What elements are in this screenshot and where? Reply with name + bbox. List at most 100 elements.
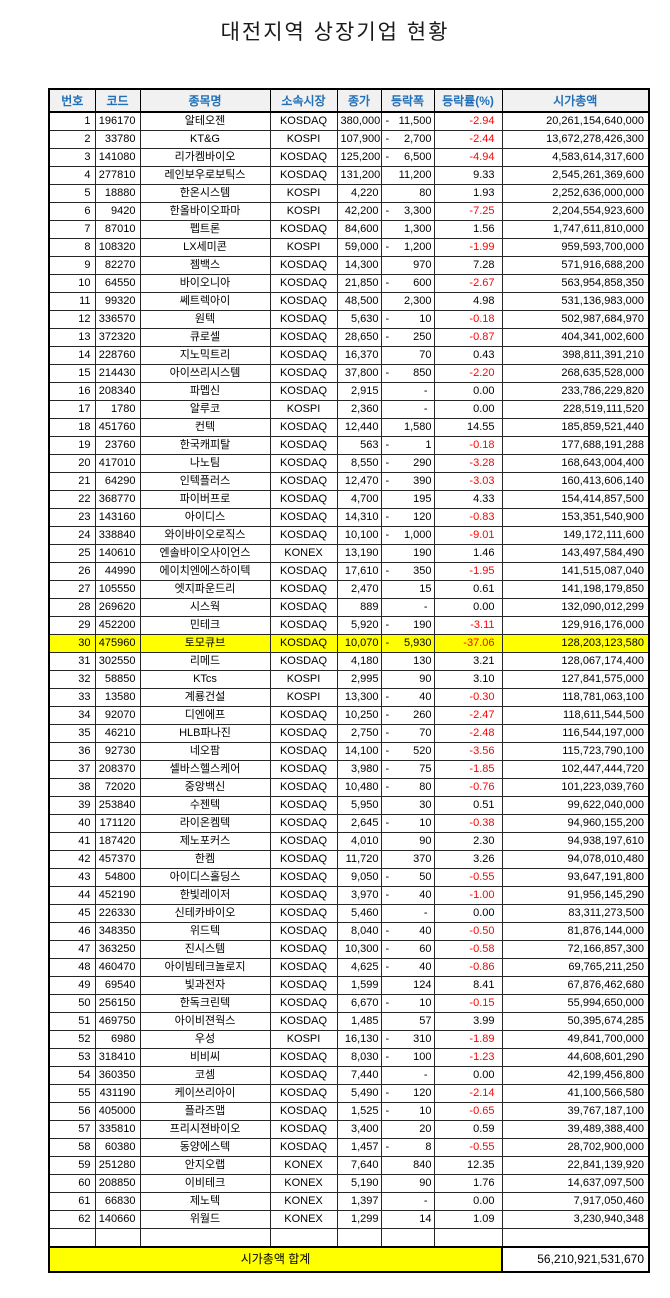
cell-change-amount: -50: [380, 868, 435, 887]
cell-code: 140610: [94, 544, 141, 563]
cell-market-cap: 67,876,462,680: [501, 976, 650, 995]
cell-closing-price: 1,599: [336, 976, 382, 995]
empty-cell: [94, 1228, 141, 1248]
cell-market: KOSDAQ: [269, 760, 338, 779]
table-header: 번호 코드 종목명 소속시장 종가 등락폭 등락률(%) 시가총액: [48, 88, 650, 113]
cell-code: 171120: [94, 814, 141, 833]
cell-no: 56: [48, 1102, 96, 1121]
cell-stock-name: 민테크: [139, 616, 271, 635]
cell-market: KOSDAQ: [269, 364, 338, 383]
cell-stock-name: 아이비젼웍스: [139, 1012, 271, 1031]
cell-change-rate: 0.00: [433, 598, 503, 617]
cell-change-amount: 124: [380, 976, 435, 995]
cell-no: 5: [48, 184, 96, 203]
cell-stock-name: 셀바스헬스케어: [139, 760, 271, 779]
table-row: 28 269620 시스웍 KOSDAQ 889-0.00 132,090,012,299: [48, 598, 650, 617]
cell-code: 363250: [94, 940, 141, 959]
cell-change-rate: 14.55: [433, 418, 503, 437]
cell-market-cap: 1,747,611,810,000: [501, 220, 650, 239]
cell-change-amount: -40: [380, 688, 435, 707]
cell-closing-price: 1,457: [336, 1138, 382, 1157]
listed-companies-table: 번호 코드 종목명 소속시장 종가 등락폭 등락률(%) 시가총액 1 19617…: [48, 88, 650, 1273]
cell-change-amount: -1,200: [380, 238, 435, 257]
cell-stock-name: KTcs: [139, 670, 271, 689]
header-stock-name: 종목명: [139, 88, 271, 113]
cell-market-cap: 115,723,790,100: [501, 742, 650, 761]
cell-market-cap: 93,647,191,800: [501, 868, 650, 887]
cell-stock-name: 빛과전자: [139, 976, 271, 995]
cell-no: 15: [48, 364, 96, 383]
table-row: 56 405000 플라즈맵 KOSDAQ 1,525-10 -0.65 39,767,18…: [48, 1102, 650, 1121]
cell-code: 269620: [94, 598, 141, 617]
cell-stock-name: 프리시젼바이오: [139, 1120, 271, 1139]
cell-market: KOSDAQ: [269, 850, 338, 869]
cell-no: 27: [48, 580, 96, 599]
cell-no: 38: [48, 778, 96, 797]
cell-market: KOSDAQ: [269, 328, 338, 347]
cell-code: 405000: [94, 1102, 141, 1121]
cell-code: 318410: [94, 1048, 141, 1067]
table-row: 38 72020 중앙백신 KOSDAQ 10,480-80 -0.76 101,223,0…: [48, 778, 650, 797]
cell-market-cap: 268,635,528,000: [501, 364, 650, 383]
cell-stock-name: 디엔에프: [139, 706, 271, 725]
cell-closing-price: 11,720: [336, 850, 382, 869]
cell-no: 3: [48, 148, 96, 167]
cell-market-cap: 81,876,144,000: [501, 922, 650, 941]
cell-code: 431190: [94, 1084, 141, 1103]
cell-change-amount: 840: [380, 1156, 435, 1175]
cell-market-cap: 39,489,388,400: [501, 1120, 650, 1139]
table-body: 1 196170 알테오젠 KOSDAQ 380,000-11,500 -2.94 20,2…: [48, 111, 650, 1229]
cell-code: 208850: [94, 1174, 141, 1193]
cell-change-rate: 8.41: [433, 976, 503, 995]
cell-market: KOSDAQ: [269, 814, 338, 833]
cell-change-rate: 0.00: [433, 382, 503, 401]
cell-market: KOSDAQ: [269, 832, 338, 851]
cell-market: KOSDAQ: [269, 220, 338, 239]
cell-closing-price: 16,130: [336, 1030, 382, 1049]
cell-code: 64550: [94, 274, 141, 293]
header-change-amount: 등락폭: [380, 88, 435, 113]
cell-change-rate: -3.28: [433, 454, 503, 473]
cell-change-rate: 1.56: [433, 220, 503, 239]
empty-cell: [139, 1228, 271, 1248]
cell-change-amount: -310: [380, 1030, 435, 1049]
cell-stock-name: 코셈: [139, 1066, 271, 1085]
page: 대전지역 상장기업 현황 번호 코드 종목명 소속시장 종가 등락폭 등락률(%…: [0, 16, 670, 1273]
cell-change-rate: 0.00: [433, 1192, 503, 1211]
cell-closing-price: 14,310: [336, 508, 382, 527]
cell-closing-price: 21,850: [336, 274, 382, 293]
cell-code: 460470: [94, 958, 141, 977]
cell-market-cap: 41,100,566,580: [501, 1084, 650, 1103]
cell-closing-price: 2,995: [336, 670, 382, 689]
cell-stock-name: 한빛레이저: [139, 886, 271, 905]
cell-change-amount: -5,930: [380, 634, 435, 653]
cell-closing-price: 2,915: [336, 382, 382, 401]
cell-stock-name: 위월드: [139, 1210, 271, 1229]
table-row: 16 208340 파멥신 KOSDAQ 2,915-0.00 233,786,229,8…: [48, 382, 650, 401]
page-title: 대전지역 상장기업 현황: [220, 21, 450, 44]
empty-cell: [269, 1228, 338, 1248]
cell-change-amount: -: [380, 382, 435, 401]
cell-market: KOSDAQ: [269, 274, 338, 293]
cell-code: 99320: [94, 292, 141, 311]
cell-closing-price: 1,397: [336, 1192, 382, 1211]
header-no: 번호: [48, 88, 96, 113]
table-row: 14 228760 지노믹트리 KOSDAQ 16,370 70 0.43 398,811,3…: [48, 346, 650, 365]
cell-stock-name: 파멥신: [139, 382, 271, 401]
cell-change-rate: -2.44: [433, 130, 503, 149]
cell-no: 28: [48, 598, 96, 617]
cell-market-cap: 116,544,197,000: [501, 724, 650, 743]
cell-change-rate: -3.56: [433, 742, 503, 761]
cell-change-rate: 0.59: [433, 1120, 503, 1139]
cell-change-amount: -40: [380, 958, 435, 977]
empty-cell: [501, 1228, 650, 1248]
cell-change-rate: 0.00: [433, 904, 503, 923]
cell-no: 53: [48, 1048, 96, 1067]
cell-market: KOSDAQ: [269, 868, 338, 887]
cell-no: 24: [48, 526, 96, 545]
cell-market-cap: 571,916,688,200: [501, 256, 650, 275]
cell-change-rate: -0.87: [433, 328, 503, 347]
cell-code: 13580: [94, 688, 141, 707]
table-row: 24 338840 와이바이오로직스 KOSDAQ 10,100-1,000 -9.01 1…: [48, 526, 650, 545]
cell-code: 108320: [94, 238, 141, 257]
